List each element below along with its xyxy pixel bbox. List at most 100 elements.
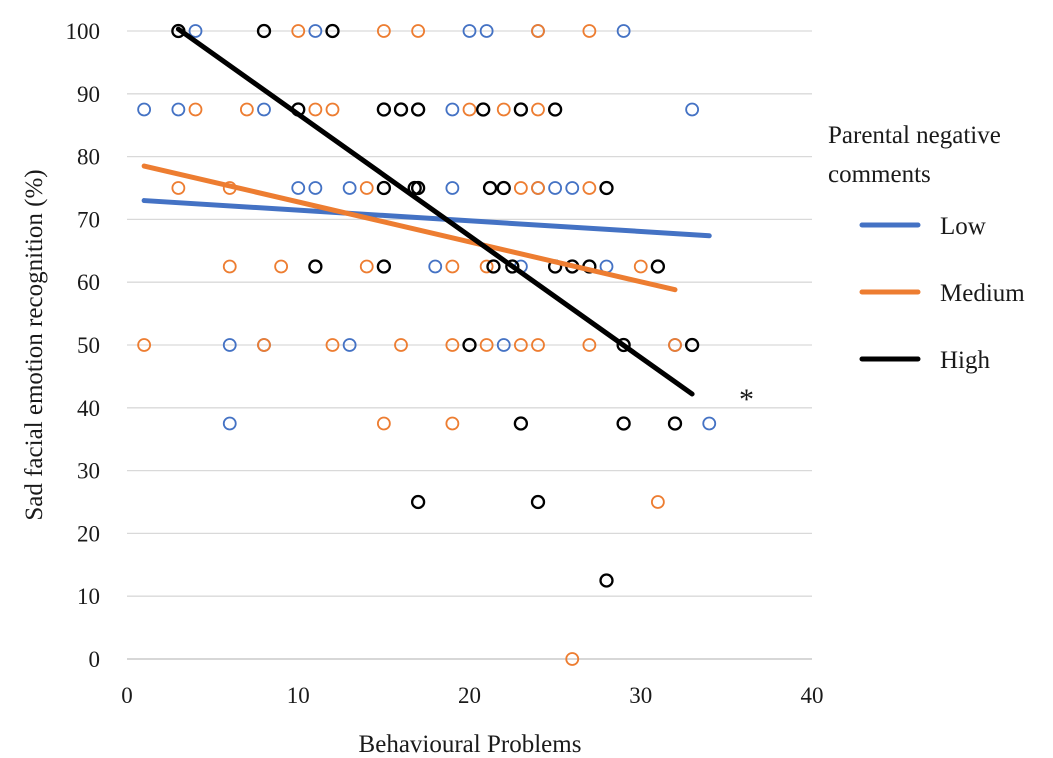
data-point (376, 416, 391, 431)
trend-line-medium (141, 163, 678, 293)
data-point (188, 24, 203, 38)
data-point (428, 259, 443, 274)
data-point (462, 102, 477, 117)
data-point (650, 495, 665, 509)
data-point (496, 180, 511, 196)
legend-items: Low Medium High (859, 213, 1025, 374)
data-point (513, 416, 529, 431)
y-tick-label: 60 (77, 270, 100, 295)
data-point (667, 416, 683, 431)
series-points-low (137, 24, 717, 431)
data-point (479, 338, 494, 352)
data-point (359, 181, 374, 195)
data-point (376, 180, 392, 196)
y-tick-label: 20 (77, 521, 100, 546)
series-points-medium (137, 24, 682, 666)
data-point (486, 259, 501, 274)
data-point (531, 102, 545, 117)
data-point (496, 338, 511, 352)
data-point (325, 338, 340, 352)
data-point (582, 181, 597, 195)
legend-title: Parental negative comments (828, 122, 1007, 188)
data-point (222, 259, 237, 274)
data-point (445, 181, 460, 195)
data-point (650, 259, 666, 274)
y-tick-label: 70 (77, 207, 100, 232)
x-tick-label: 20 (458, 683, 481, 708)
data-point (359, 259, 374, 274)
legend-item-medium: Medium (859, 280, 1025, 307)
data-point (616, 416, 631, 431)
data-point (616, 337, 631, 353)
data-point (257, 102, 271, 117)
data-point (291, 181, 306, 195)
data-point (505, 259, 520, 274)
data-point (565, 181, 580, 195)
data-point (171, 102, 186, 117)
data-point (411, 24, 426, 38)
data-point (684, 337, 700, 353)
x-tick-label: 0 (121, 683, 133, 708)
data-point (513, 338, 528, 352)
data-point (548, 181, 563, 195)
y-tick-label: 0 (89, 647, 101, 672)
data-point (476, 102, 491, 117)
y-tick-label: 50 (77, 333, 100, 358)
data-point (342, 181, 357, 195)
data-point (462, 337, 477, 353)
data-point (445, 338, 460, 352)
gridlines (127, 30, 812, 597)
data-point (325, 102, 340, 117)
legend-label: Medium (940, 280, 1025, 307)
data-point (462, 24, 477, 38)
data-point (445, 102, 460, 117)
legend-label: High (940, 347, 991, 374)
data-point (668, 338, 682, 352)
data-point (565, 652, 580, 666)
legend-title-line-2: comments (828, 161, 931, 188)
legend-title-line-1: Parental negative (828, 122, 1001, 149)
data-point (239, 102, 254, 117)
data-point (531, 24, 545, 38)
y-tick-label: 30 (77, 459, 100, 484)
data-point (291, 24, 306, 38)
data-point (222, 338, 237, 352)
trend-lines (141, 26, 712, 397)
x-tick-label: 30 (629, 683, 652, 708)
data-point (582, 24, 597, 38)
data-point (308, 259, 323, 274)
legend-item-high: High (859, 347, 991, 374)
data-point (308, 102, 323, 117)
y-tick-label: 10 (77, 584, 100, 609)
y-tick-label: 40 (77, 396, 100, 421)
data-point (188, 102, 203, 117)
x-axis-title: Behavioural Problems (359, 731, 582, 758)
data-point (394, 338, 408, 352)
data-point (308, 181, 323, 195)
data-point (496, 102, 511, 117)
data-point (482, 180, 498, 196)
data-point (137, 338, 152, 352)
data-point (702, 416, 717, 431)
data-point (599, 180, 614, 196)
trend-line-low (141, 198, 712, 239)
data-point (137, 102, 152, 117)
data-point (513, 181, 528, 195)
data-point (393, 102, 409, 117)
data-point (342, 338, 357, 352)
data-point (308, 24, 323, 38)
data-point (171, 181, 186, 195)
data-point (479, 259, 494, 274)
data-point (410, 494, 426, 510)
data-point (376, 24, 391, 38)
data-point (410, 180, 426, 196)
trend-line-high (175, 26, 695, 397)
data-point (222, 416, 237, 431)
data-point (599, 573, 614, 588)
x-tick-label: 10 (287, 683, 310, 708)
data-point (274, 259, 289, 274)
data-point (445, 259, 460, 274)
data-point (530, 494, 546, 510)
significance-annotation: * (739, 383, 754, 416)
